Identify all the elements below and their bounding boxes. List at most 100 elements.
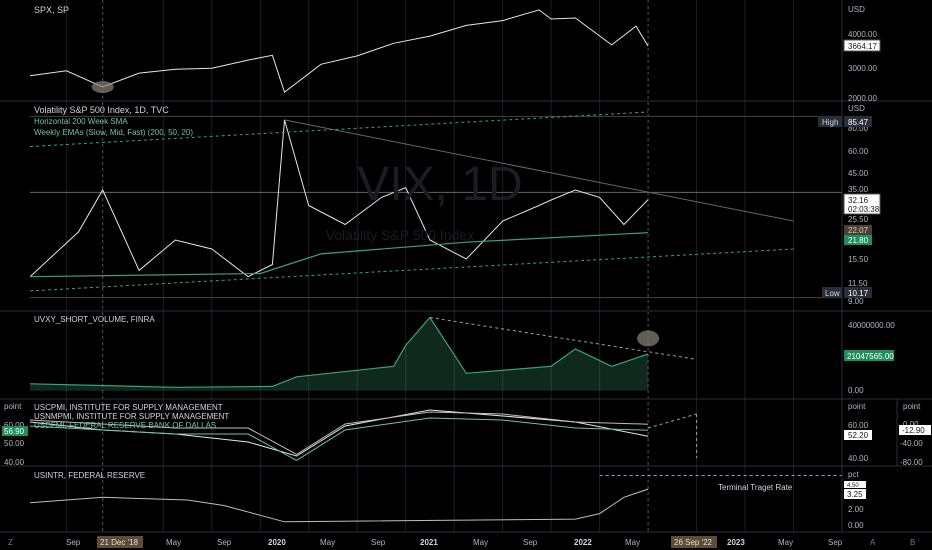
time-label-12: May bbox=[778, 538, 793, 547]
spx-tick-0: 4000.00 bbox=[848, 30, 877, 39]
auto-scale-button-label[interactable]: A bbox=[870, 538, 876, 547]
uvxy-area bbox=[30, 317, 649, 391]
pmi-usnmpmi-line bbox=[29, 411, 649, 455]
pane-separators bbox=[0, 0, 932, 533]
vix-subtitle-2: Weekly EMAs (Slow, Mid, Fast) (200, 50, … bbox=[34, 128, 193, 137]
uvxy-marker bbox=[637, 330, 660, 347]
pmi-mid-axis-title: point bbox=[848, 402, 866, 411]
pmi-left-tick-2: 40.00 bbox=[4, 458, 25, 467]
right-date-tag bbox=[671, 536, 717, 548]
rates-title: USINTR, FEDERAL RESERVE bbox=[34, 471, 145, 480]
vix-title: Volatility S&P 500 Index, 1D, TVC bbox=[34, 105, 169, 115]
time-label-2: Sep bbox=[217, 538, 232, 547]
rates-line bbox=[29, 488, 649, 523]
pmi-right-tag bbox=[899, 425, 931, 435]
vix-price-tag-text: 32.16 bbox=[848, 196, 869, 205]
vix-lower-trend bbox=[29, 248, 794, 292]
rates-tag-upper bbox=[844, 481, 866, 488]
spx-price-tag-text: 3664.17 bbox=[848, 42, 877, 51]
plot-lines bbox=[29, 9, 842, 523]
pmi-right-axis-title: point bbox=[903, 402, 921, 411]
pmi-left-axis-title: point bbox=[4, 402, 22, 411]
pmi-legend-0: USCPMI, INSTITUTE FOR SUPPLY MANAGEMENT bbox=[34, 403, 223, 412]
pmi-mid-tag-text: 52.20 bbox=[848, 431, 869, 440]
vix-tick-5: 15.50 bbox=[848, 255, 869, 264]
time-label-11: 2023 bbox=[727, 538, 745, 547]
pmi-right-tag-text: -12.90 bbox=[902, 426, 925, 435]
vix-tag-a bbox=[844, 225, 872, 235]
time-label-10: May bbox=[625, 538, 640, 547]
time-label-6: 2021 bbox=[420, 538, 438, 547]
uvxy-tick-1: 0.00 bbox=[848, 386, 864, 395]
vix-tick-6: 11.50 bbox=[848, 279, 868, 288]
rates-annotation: Terminal Traget Rate bbox=[718, 483, 793, 492]
vix-upper-trend bbox=[29, 111, 649, 148]
time-label-13: Sep bbox=[828, 538, 843, 547]
vix-countdown: 02:03:38 bbox=[848, 205, 880, 214]
time-label-0: Sep bbox=[66, 538, 81, 547]
pmi-right-tick-2: -80.00 bbox=[900, 458, 923, 467]
pmi-right-tick-1: -40.00 bbox=[900, 439, 923, 448]
vix-tick-3: 35.00 bbox=[848, 185, 869, 194]
pmi-left-tick-0: 60.00 bbox=[4, 421, 25, 430]
vix-low-value-box bbox=[844, 287, 872, 298]
time-label-5: Sep bbox=[371, 538, 386, 547]
vix-tick-4: 25.50 bbox=[848, 215, 869, 224]
spx-tick-1: 3000.00 bbox=[848, 64, 877, 73]
vix-line bbox=[29, 119, 649, 278]
vix-tag-a-text: 22.07 bbox=[848, 226, 869, 235]
vix-low-label-box bbox=[822, 287, 842, 298]
vix-high-label: High bbox=[822, 118, 838, 127]
spx-axis-title: USD bbox=[848, 5, 865, 14]
spx-price-tag bbox=[843, 39, 881, 52]
rates-tick-0: 2.00 bbox=[848, 505, 864, 514]
left-date-tag bbox=[97, 536, 143, 548]
uvxy-line bbox=[29, 316, 649, 388]
pmi-usdfmi-line bbox=[29, 417, 649, 461]
uvxy-value-tag bbox=[844, 350, 894, 361]
vix-low-label: Low bbox=[825, 289, 840, 298]
vix-tick-7: 9.00 bbox=[848, 297, 864, 306]
vix-200w-sma bbox=[29, 232, 649, 278]
time-label-4: May bbox=[320, 538, 335, 547]
spx-title: SPX, SP bbox=[34, 5, 69, 15]
pmi-legend-2: USDFMI, FEDERAL RESERVE BANK OF DALLAS bbox=[34, 421, 216, 430]
log-scale-button[interactable]: B bbox=[910, 538, 915, 547]
vix-low-value: 10.17 bbox=[848, 289, 869, 298]
rates-tag-lower bbox=[844, 489, 866, 499]
vix-descending-trend bbox=[284, 119, 794, 222]
pmi-mid-tick-0: 60.00 bbox=[848, 421, 869, 430]
vix-tick-0: 80.00 bbox=[848, 124, 869, 133]
log-scale-button-label[interactable]: B bbox=[910, 538, 915, 547]
pmi-legend-1: USNMPMI, INSTITUTE FOR SUPPLY MANAGEMENT bbox=[34, 412, 229, 421]
pmi-left-tag bbox=[2, 426, 28, 436]
zoom-button[interactable]: Z bbox=[8, 538, 13, 547]
spx-tick-2: 2000.00 bbox=[848, 94, 877, 103]
grid-lines bbox=[65, 0, 795, 532]
uvxy-value-tag-text: 21047565.00 bbox=[847, 352, 894, 361]
vix-subtitle-1: Horizontal 200 Week SMA bbox=[34, 117, 128, 126]
rates-tick-1: 0.00 bbox=[848, 521, 864, 530]
time-label-3: 2020 bbox=[268, 538, 286, 547]
time-label-1: May bbox=[166, 538, 181, 547]
right-date-tag-text: 26 Sep '22 bbox=[674, 538, 713, 547]
vix-watermark: VIX, 1D bbox=[357, 158, 522, 211]
left-date-tag-text: 21 Dec '18 bbox=[100, 538, 139, 547]
spx-low-marker bbox=[91, 81, 114, 94]
vix-high-value-box bbox=[844, 116, 872, 127]
vix-high-value: 85.47 bbox=[848, 118, 869, 127]
rates-tag-upper-text: 4.50 bbox=[847, 483, 859, 489]
pmi-left-tag-text: 56.90 bbox=[4, 427, 25, 436]
zoom-button-label[interactable]: Z bbox=[8, 538, 13, 547]
uvxy-title: UVXY_SHORT_VOLUME, FINRA bbox=[34, 315, 155, 324]
auto-scale-button[interactable]: A bbox=[870, 538, 876, 547]
rates-axis-title: pct bbox=[848, 470, 859, 479]
time-label-9: 2022 bbox=[574, 538, 592, 547]
rates-tag-lower-text: 3.25 bbox=[847, 490, 863, 499]
vix-tick-2: 45.00 bbox=[848, 169, 869, 178]
vix-tag-b bbox=[844, 235, 872, 245]
vix-high-label-box bbox=[818, 116, 842, 127]
vix-axis-title: USD bbox=[848, 104, 865, 113]
pmi-right-tick-0: 0.00 bbox=[903, 420, 919, 429]
